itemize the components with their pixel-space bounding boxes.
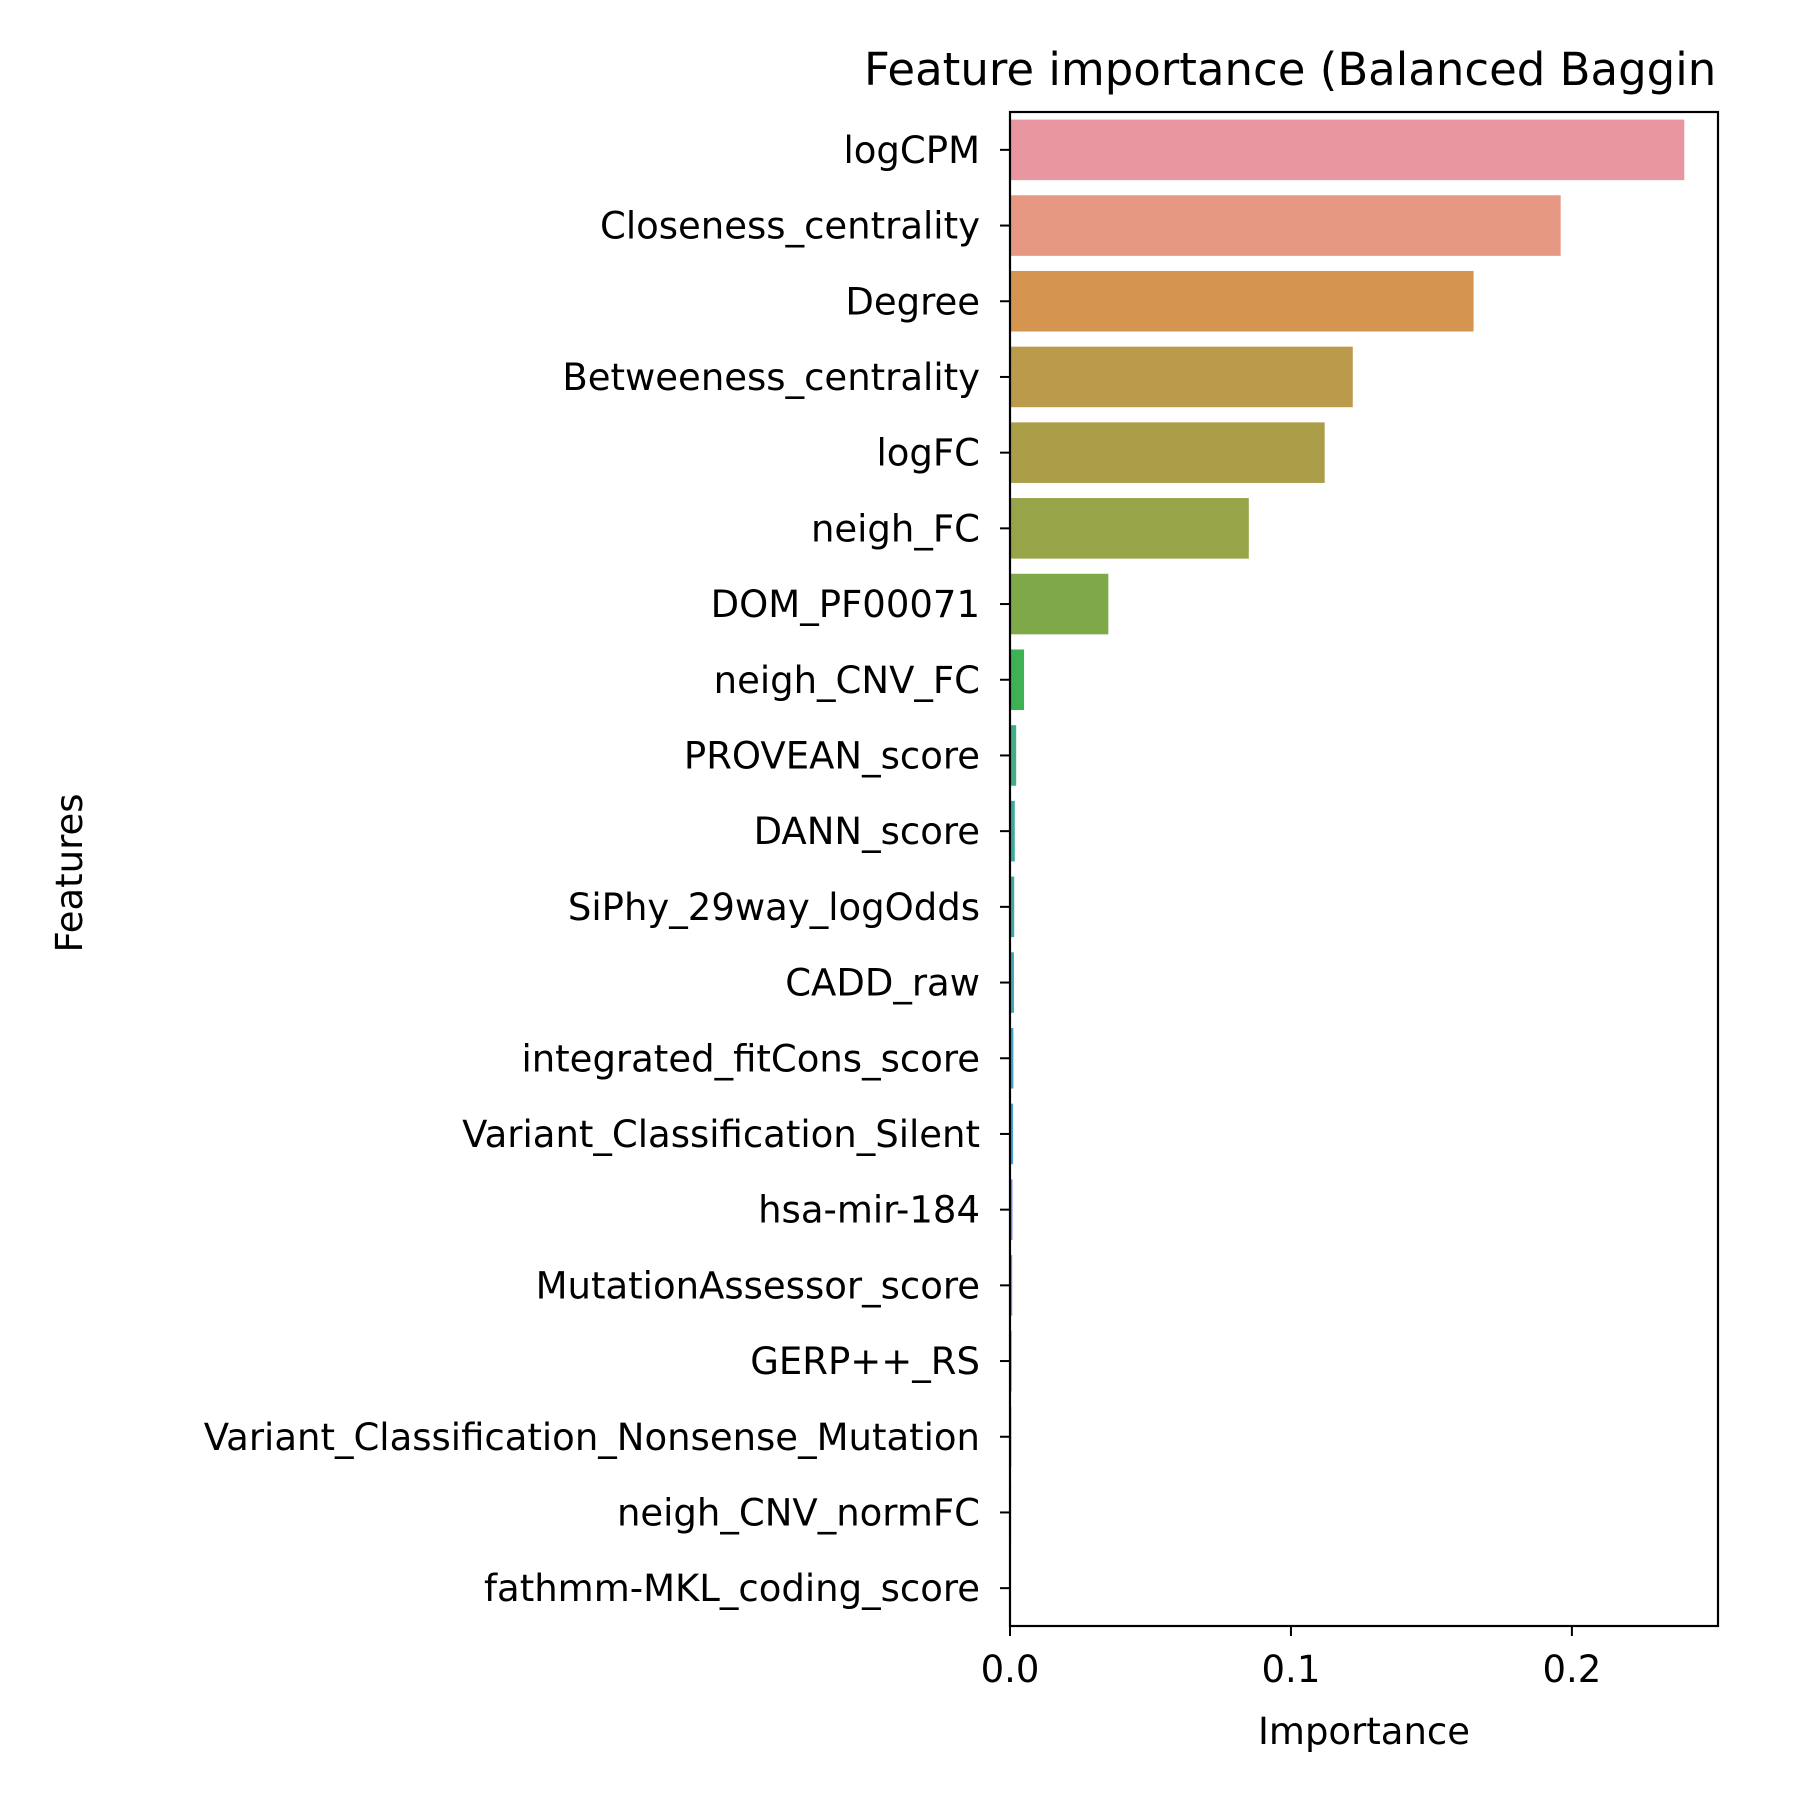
y-tick-label-2: Degree (845, 280, 980, 323)
bar-11 (1010, 952, 1014, 1013)
y-tick-label-4: logFC (876, 432, 980, 475)
bar-3 (1010, 346, 1353, 408)
y-tick-label-6: DOM_PF00071 (711, 583, 980, 626)
y-axis-label: Features (48, 793, 91, 952)
x-axis-label: Importance (1258, 1710, 1470, 1753)
bar-5 (1010, 498, 1249, 559)
bar-6 (1010, 573, 1109, 635)
bar-12 (1010, 1027, 1014, 1089)
y-tick-label-10: SiPhy_29way_logOdds (568, 886, 980, 929)
y-tick-label-0: logCPM (844, 129, 980, 172)
bar-8 (1010, 725, 1017, 786)
y-tick-label-17: Variant_Classification_Nonsense_Mutation (204, 1416, 980, 1459)
y-tick-label-14: hsa-mir-184 (758, 1189, 980, 1232)
x-ticks-group: 0.0 0.1 0.2 (981, 1626, 1601, 1691)
bar-7 (1010, 649, 1025, 711)
x-tick-label-1: 0.1 (1262, 1648, 1321, 1691)
bar-13 (1010, 1103, 1014, 1165)
y-tick-label-19: fathmm-MKL_coding_score (484, 1567, 980, 1610)
y-tick-label-13: Variant_Classification_Silent (462, 1113, 980, 1156)
y-tick-label-11: CADD_raw (785, 962, 980, 1005)
bar-2 (1010, 270, 1474, 332)
plot-frame (1008, 110, 1720, 1628)
bar-1 (1010, 195, 1561, 256)
bar-14 (1010, 1179, 1013, 1240)
chart-title: Feature importance (Balanced Baggin (864, 43, 1716, 96)
y-tick-label-5: neigh_FC (811, 507, 980, 550)
bar-15 (1010, 1255, 1013, 1316)
y-tick-label-1: Closeness_centrality (600, 205, 980, 248)
bar-10 (1010, 876, 1015, 938)
bar-9 (1010, 800, 1015, 862)
bar-4 (1010, 422, 1325, 483)
y-tick-label-8: PROVEAN_score (684, 734, 980, 777)
y-ticks-group: logCPM Closeness_centrality Degree Betweene… (204, 129, 1010, 1610)
x-tick-label-2: 0.2 (1542, 1648, 1601, 1691)
y-tick-label-9: DANN_score (754, 810, 980, 853)
bar-0 (1010, 119, 1685, 181)
y-tick-label-16: GERP++_RS (750, 1340, 980, 1383)
y-tick-label-12: integrated_fitCons_score (521, 1037, 980, 1080)
bars-group (1010, 119, 1685, 1619)
x-tick-label-0: 0.0 (981, 1648, 1040, 1691)
y-tick-label-15: MutationAssessor_score (536, 1264, 980, 1307)
y-tick-label-18: neigh_CNV_normFC (617, 1491, 980, 1534)
y-tick-label-7: neigh_CNV_FC (714, 659, 980, 702)
y-tick-label-3: Betweeness_centrality (562, 356, 980, 399)
